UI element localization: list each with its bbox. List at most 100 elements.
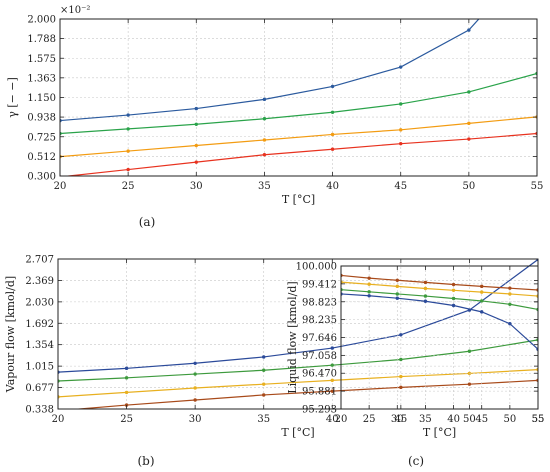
- data-point: [467, 349, 472, 353]
- y-tick-label: 95.293: [302, 405, 337, 416]
- axis-scale-note: ×10⁻²: [60, 5, 90, 16]
- data-point: [423, 294, 428, 298]
- data-point: [480, 310, 484, 314]
- data-point: [508, 292, 512, 296]
- x-tick-label: 35: [419, 414, 432, 425]
- data-point: [262, 368, 266, 372]
- y-tick-label: 1.015: [25, 362, 54, 373]
- chart-panel-3: 20 25 30 35 40 45 50 5595.29395.88196.47097.058…: [286, 262, 544, 469]
- x-tick-label: 30: [190, 181, 203, 192]
- y-tick-label: 2.000: [27, 15, 56, 26]
- data-point: [467, 137, 471, 141]
- x-axis-label: T [°C]: [281, 426, 314, 439]
- y-tick-label: 2.707: [25, 255, 54, 266]
- series-line-4: [341, 293, 538, 350]
- data-point: [399, 65, 403, 69]
- x-tick-label: 25: [122, 181, 135, 192]
- x-tick-label: 55: [532, 414, 545, 425]
- data-point: [124, 366, 129, 371]
- x-tick-label: 35: [257, 414, 270, 425]
- data-point: [480, 290, 484, 294]
- x-tick-label: 55: [532, 414, 545, 425]
- data-point: [126, 167, 130, 172]
- data-point: [423, 299, 428, 303]
- data-point: [124, 390, 129, 395]
- data-point: [367, 294, 371, 298]
- x-tick-label: 25: [363, 414, 376, 425]
- series-line-3: [341, 289, 538, 311]
- series-line-4: [62, 132, 537, 176]
- data-point: [467, 90, 471, 94]
- y-tick-label: 100.000: [296, 262, 337, 273]
- series-line-2: [341, 281, 538, 297]
- y-tick-label: 99.412: [302, 279, 337, 290]
- data-point: [330, 378, 334, 383]
- x-tick-label: 50: [503, 414, 516, 425]
- y-tick-label: 0.300: [27, 172, 56, 183]
- panel-caption: (a): [139, 215, 156, 229]
- data-point: [262, 117, 267, 121]
- series-line-2: [60, 72, 537, 135]
- y-tick-label: 97.646: [302, 333, 337, 344]
- data-point: [194, 160, 198, 164]
- data-point: [399, 374, 403, 379]
- data-point: [193, 372, 197, 376]
- data-point: [330, 346, 334, 350]
- series-line-2: [58, 339, 538, 382]
- data-point: [508, 322, 512, 326]
- x-tick-label: 40: [447, 414, 460, 425]
- data-point: [399, 333, 403, 337]
- data-point: [262, 153, 267, 157]
- data-point: [399, 128, 403, 132]
- chart-panel-2: 20 25 30 35 40 45 50 550.3380.6771.0151.3541.69…: [4, 255, 544, 469]
- x-tick-label: 30: [391, 414, 404, 425]
- data-point: [423, 286, 428, 291]
- data-point: [451, 303, 456, 308]
- data-point: [395, 284, 399, 289]
- x-tick-label: 55: [531, 181, 544, 192]
- data-point: [367, 282, 371, 286]
- x-tick-label: 40: [326, 181, 339, 192]
- y-tick-label: 2.030: [25, 297, 54, 308]
- data-point: [193, 386, 197, 390]
- y-tick-label: 0.338: [25, 405, 54, 416]
- data-point: [395, 278, 399, 282]
- data-point: [194, 106, 198, 111]
- x-axis-label: T [°C]: [282, 193, 315, 206]
- series-line-1: [341, 274, 538, 291]
- data-point: [262, 97, 267, 102]
- x-tick-label: 35: [258, 181, 271, 192]
- data-point: [262, 393, 266, 397]
- x-tick-label: 50: [463, 414, 476, 425]
- y-tick-label: 96.470: [302, 369, 337, 380]
- data-point: [367, 276, 371, 280]
- data-point: [193, 361, 197, 365]
- data-point: [480, 299, 484, 303]
- data-point: [467, 382, 472, 386]
- series-line-3: [58, 369, 538, 398]
- y-tick-label: 0.725: [27, 132, 56, 143]
- series-line-4: [72, 379, 538, 409]
- x-tick-label: 45: [475, 414, 488, 425]
- series-line-1: [58, 259, 538, 373]
- x-tick-label: 20: [52, 414, 65, 425]
- data-point: [126, 113, 130, 117]
- data-point: [508, 286, 512, 290]
- y-tick-label: 1.788: [27, 34, 56, 45]
- x-tick-label: 50: [462, 181, 475, 192]
- data-point: [395, 296, 399, 300]
- data-point: [330, 110, 335, 114]
- data-point: [330, 84, 335, 89]
- data-point: [126, 149, 130, 153]
- data-point: [330, 132, 335, 137]
- y-tick-label: 0.938: [27, 113, 56, 124]
- data-point: [508, 302, 512, 306]
- data-point: [262, 355, 266, 359]
- data-point: [194, 143, 198, 148]
- y-tick-label: 0.512: [27, 152, 56, 163]
- x-tick-label: 20: [54, 181, 67, 192]
- y-tick-label: 0.677: [25, 383, 54, 394]
- panel-caption: (b): [137, 454, 154, 468]
- y-axis-label: γ [− −]: [6, 77, 19, 118]
- x-tick-label: 45: [394, 414, 407, 425]
